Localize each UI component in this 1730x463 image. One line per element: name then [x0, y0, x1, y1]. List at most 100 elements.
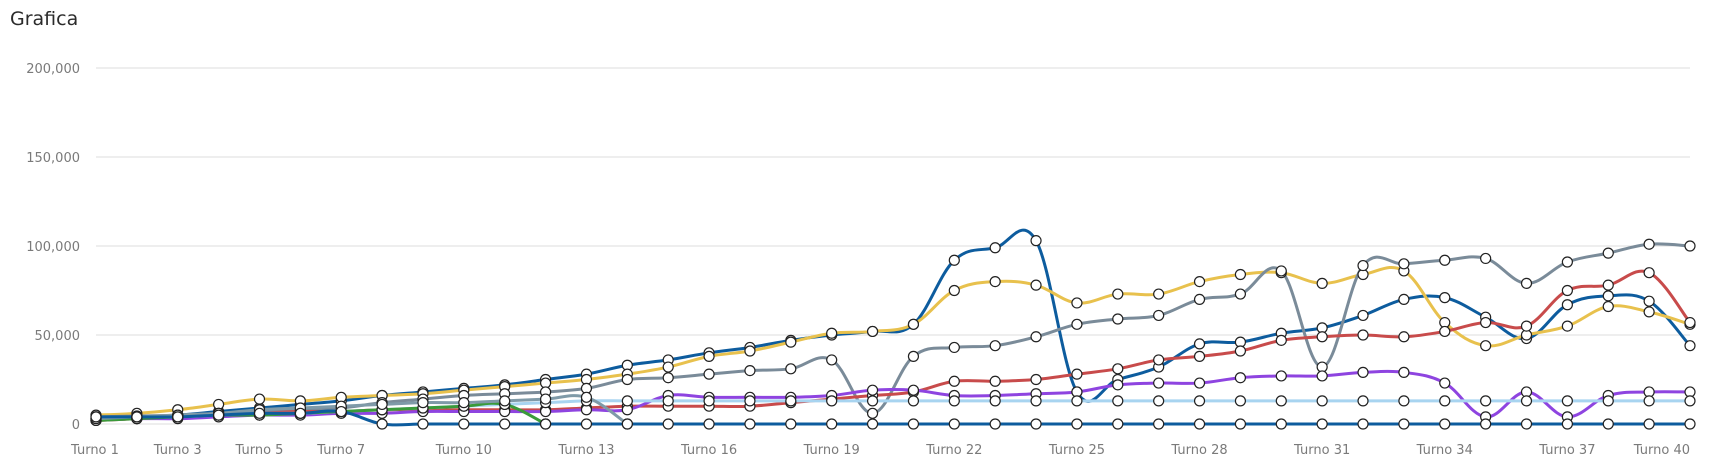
data-point[interactable]	[458, 397, 470, 409]
data-point[interactable]	[621, 373, 633, 386]
data-point[interactable]	[1439, 395, 1451, 407]
data-point[interactable]	[1193, 350, 1206, 362]
data-point[interactable]	[376, 418, 388, 430]
data-point[interactable]	[1561, 320, 1573, 332]
data-point[interactable]	[1561, 395, 1573, 407]
data-point[interactable]	[1398, 258, 1410, 270]
data-point[interactable]	[1275, 334, 1287, 346]
data-point[interactable]	[1316, 395, 1328, 407]
data-point[interactable]	[1030, 373, 1042, 386]
data-point[interactable]	[1153, 418, 1165, 430]
data-point[interactable]	[1234, 418, 1247, 430]
data-point[interactable]	[1275, 418, 1287, 430]
data-point[interactable]	[1439, 292, 1451, 304]
data-point[interactable]	[785, 418, 797, 430]
data-point[interactable]	[1234, 268, 1247, 281]
data-point[interactable]	[1275, 395, 1287, 407]
data-point[interactable]	[1398, 366, 1410, 378]
data-point[interactable]	[417, 418, 429, 430]
data-point[interactable]	[1520, 418, 1533, 430]
data-point[interactable]	[1112, 395, 1124, 407]
data-point[interactable]	[1602, 395, 1614, 407]
data-point[interactable]	[90, 411, 102, 423]
data-point[interactable]	[948, 418, 960, 430]
data-point[interactable]	[1275, 370, 1287, 382]
data-point[interactable]	[539, 418, 552, 430]
data-point[interactable]	[1561, 418, 1573, 430]
data-point[interactable]	[744, 345, 756, 357]
data-point[interactable]	[866, 418, 879, 430]
data-point[interactable]	[1520, 395, 1533, 407]
data-point[interactable]	[948, 341, 960, 354]
data-point[interactable]	[1030, 235, 1042, 247]
data-point[interactable]	[1030, 395, 1042, 407]
data-point[interactable]	[253, 393, 266, 405]
data-point[interactable]	[907, 318, 920, 330]
data-point[interactable]	[1153, 395, 1165, 407]
data-point[interactable]	[1112, 288, 1124, 300]
data-point[interactable]	[948, 375, 960, 387]
data-point[interactable]	[1030, 331, 1042, 343]
data-point[interactable]	[703, 395, 715, 407]
data-point[interactable]	[1643, 295, 1655, 307]
data-point[interactable]	[1520, 320, 1533, 332]
data-point[interactable]	[499, 395, 511, 407]
data-point[interactable]	[499, 418, 511, 430]
data-point[interactable]	[1071, 418, 1083, 430]
data-point[interactable]	[1357, 329, 1369, 341]
data-point[interactable]	[785, 336, 797, 348]
data-point[interactable]	[826, 354, 838, 366]
data-point[interactable]	[1439, 418, 1451, 430]
data-point[interactable]	[1316, 370, 1328, 382]
data-point[interactable]	[1643, 306, 1655, 318]
data-point[interactable]	[1520, 277, 1533, 289]
data-point[interactable]	[1602, 247, 1614, 259]
data-point[interactable]	[1234, 288, 1247, 300]
data-point[interactable]	[744, 395, 756, 407]
data-point[interactable]	[1071, 395, 1083, 407]
data-point[interactable]	[1357, 309, 1369, 322]
data-point[interactable]	[1602, 300, 1614, 313]
data-point[interactable]	[1684, 395, 1696, 407]
data-point[interactable]	[1193, 395, 1206, 407]
data-point[interactable]	[1112, 418, 1124, 430]
data-point[interactable]	[1112, 379, 1124, 391]
data-point[interactable]	[1480, 252, 1492, 265]
data-point[interactable]	[213, 409, 225, 421]
data-point[interactable]	[1357, 395, 1369, 407]
data-point[interactable]	[989, 395, 1001, 407]
data-point[interactable]	[335, 405, 347, 418]
data-point[interactable]	[1357, 418, 1369, 430]
data-point[interactable]	[1480, 395, 1492, 407]
data-point[interactable]	[1193, 418, 1206, 430]
data-point[interactable]	[1030, 279, 1042, 291]
data-point[interactable]	[1357, 259, 1369, 272]
data-point[interactable]	[1357, 366, 1369, 378]
data-point[interactable]	[1561, 299, 1573, 311]
data-point[interactable]	[1153, 354, 1165, 366]
data-point[interactable]	[826, 327, 838, 339]
data-point[interactable]	[948, 284, 960, 297]
data-point[interactable]	[662, 395, 674, 407]
data-point[interactable]	[826, 418, 838, 430]
data-point[interactable]	[417, 397, 429, 409]
data-point[interactable]	[1153, 309, 1165, 322]
data-point[interactable]	[1193, 276, 1206, 288]
data-point[interactable]	[1275, 265, 1287, 277]
data-point[interactable]	[1684, 240, 1696, 252]
data-point[interactable]	[376, 398, 388, 411]
data-point[interactable]	[1684, 340, 1696, 352]
data-point[interactable]	[907, 395, 920, 407]
data-point[interactable]	[1684, 316, 1696, 329]
data-point[interactable]	[866, 395, 879, 407]
data-point[interactable]	[294, 407, 306, 419]
data-point[interactable]	[948, 254, 960, 266]
data-point[interactable]	[1602, 418, 1614, 430]
data-point[interactable]	[989, 418, 1001, 430]
data-point[interactable]	[1602, 279, 1614, 291]
data-point[interactable]	[621, 418, 633, 430]
data-point[interactable]	[866, 407, 879, 419]
data-point[interactable]	[1193, 377, 1206, 389]
data-point[interactable]	[989, 340, 1001, 352]
data-point[interactable]	[1316, 277, 1328, 289]
